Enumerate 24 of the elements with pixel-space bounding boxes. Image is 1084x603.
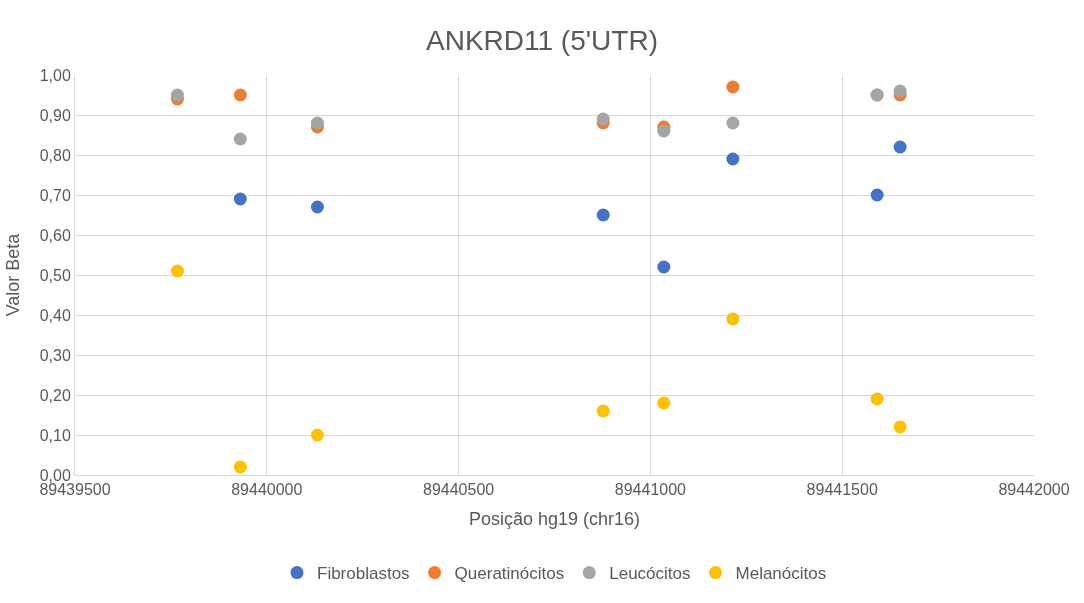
y-tick-label: 0,70 — [39, 186, 71, 204]
y-tick-label: 0,50 — [39, 266, 71, 284]
x-tick-label: 89441000 — [614, 481, 687, 499]
legend-label: Fibroblastos — [317, 564, 410, 584]
y-tick-label: 0,10 — [39, 426, 71, 444]
y-tick-label: 1,00 — [39, 66, 71, 84]
y-tick-label: 0,20 — [39, 386, 71, 404]
legend-label: Leucócitos — [609, 564, 691, 584]
y-tick-label: 0,90 — [39, 106, 71, 124]
y-tick-label: 0,80 — [39, 146, 71, 164]
y-tick-label: 0,60 — [39, 226, 71, 244]
chart-title: ANKRD11 (5'UTR) — [426, 24, 658, 56]
x-axis-title: Posição hg19 (chr16) — [468, 509, 641, 530]
y-tick-label: 0,40 — [39, 306, 71, 324]
legend-label: Queratinócitos — [454, 564, 565, 584]
legend-label: Melanócitos — [735, 564, 827, 584]
y-tick-label: 0,30 — [39, 346, 71, 364]
x-tick-label: 89440000 — [231, 481, 303, 499]
x-tick-label: 89440500 — [423, 481, 495, 499]
x-tick-label: 89441500 — [806, 481, 878, 499]
y-tick-label: 0,00 — [39, 466, 71, 484]
x-tick-label: 89439500 — [39, 481, 111, 499]
x-tick-label: 89442000 — [998, 481, 1070, 499]
y-axis-title: Valor Beta — [2, 232, 23, 317]
